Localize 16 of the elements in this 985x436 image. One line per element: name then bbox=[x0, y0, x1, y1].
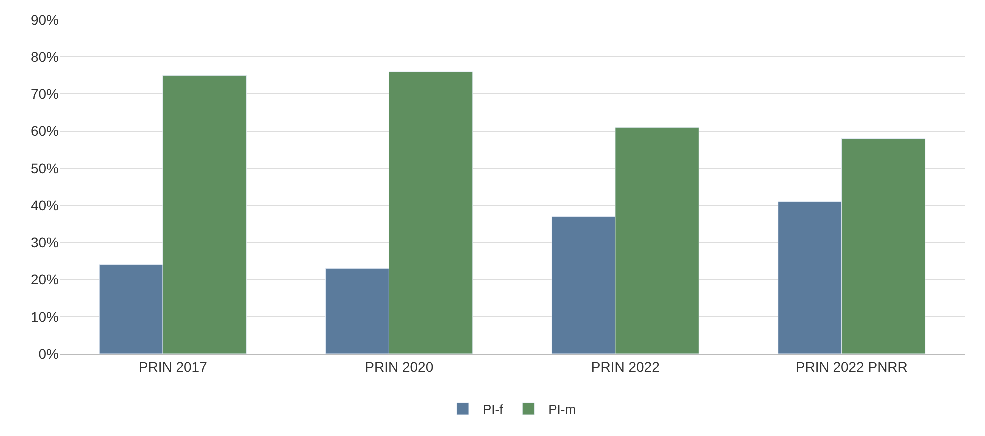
x-tick-label: PRIN 2022 bbox=[591, 358, 660, 375]
y-tick-label: 20% bbox=[30, 272, 59, 288]
y-tick-label: 70% bbox=[30, 86, 59, 102]
y-tick-label: 10% bbox=[30, 308, 59, 325]
x-tick-label: PRIN 2017 bbox=[138, 358, 208, 375]
x-tick-label: PRIN 2020 bbox=[365, 358, 434, 375]
y-tick-label: 30% bbox=[30, 234, 59, 251]
y-tick-label: 0% bbox=[38, 346, 59, 362]
y-tick-label: 90% bbox=[30, 12, 59, 28]
x-tick-label: PRIN 2022 PNRR bbox=[796, 358, 908, 375]
y-tick-label: 80% bbox=[30, 49, 59, 66]
legend-label: PI-m bbox=[548, 402, 576, 418]
y-tick-label: 50% bbox=[30, 160, 59, 176]
legend-label: PI-f bbox=[483, 402, 504, 418]
y-tick-label: 40% bbox=[30, 197, 59, 214]
y-tick-label: 60% bbox=[30, 123, 59, 140]
